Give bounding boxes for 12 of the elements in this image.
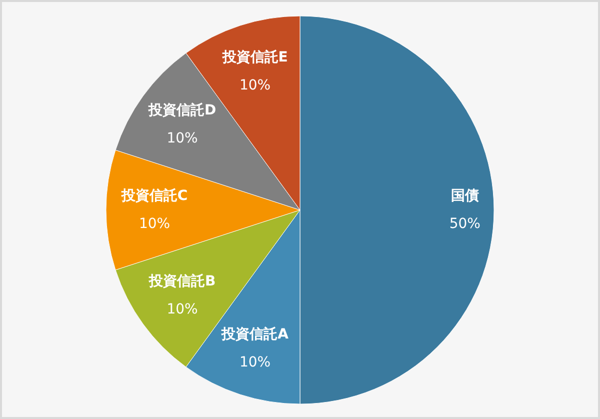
- slice-label: 投資信託E: [221, 50, 288, 66]
- slice-label: 国債: [450, 188, 479, 204]
- data-label: 10%: [166, 302, 198, 318]
- slice-label: 投資信託D: [147, 102, 216, 118]
- data-label: 10%: [166, 130, 198, 146]
- slice-label: 投資信託B: [148, 274, 216, 290]
- data-label: 10%: [239, 354, 271, 370]
- data-label: 50%: [449, 216, 480, 232]
- data-label: 10%: [239, 78, 271, 94]
- data-label: 10%: [138, 216, 170, 232]
- slice-label: 投資信託A: [220, 326, 289, 342]
- slice-label: 投資信託C: [120, 188, 188, 204]
